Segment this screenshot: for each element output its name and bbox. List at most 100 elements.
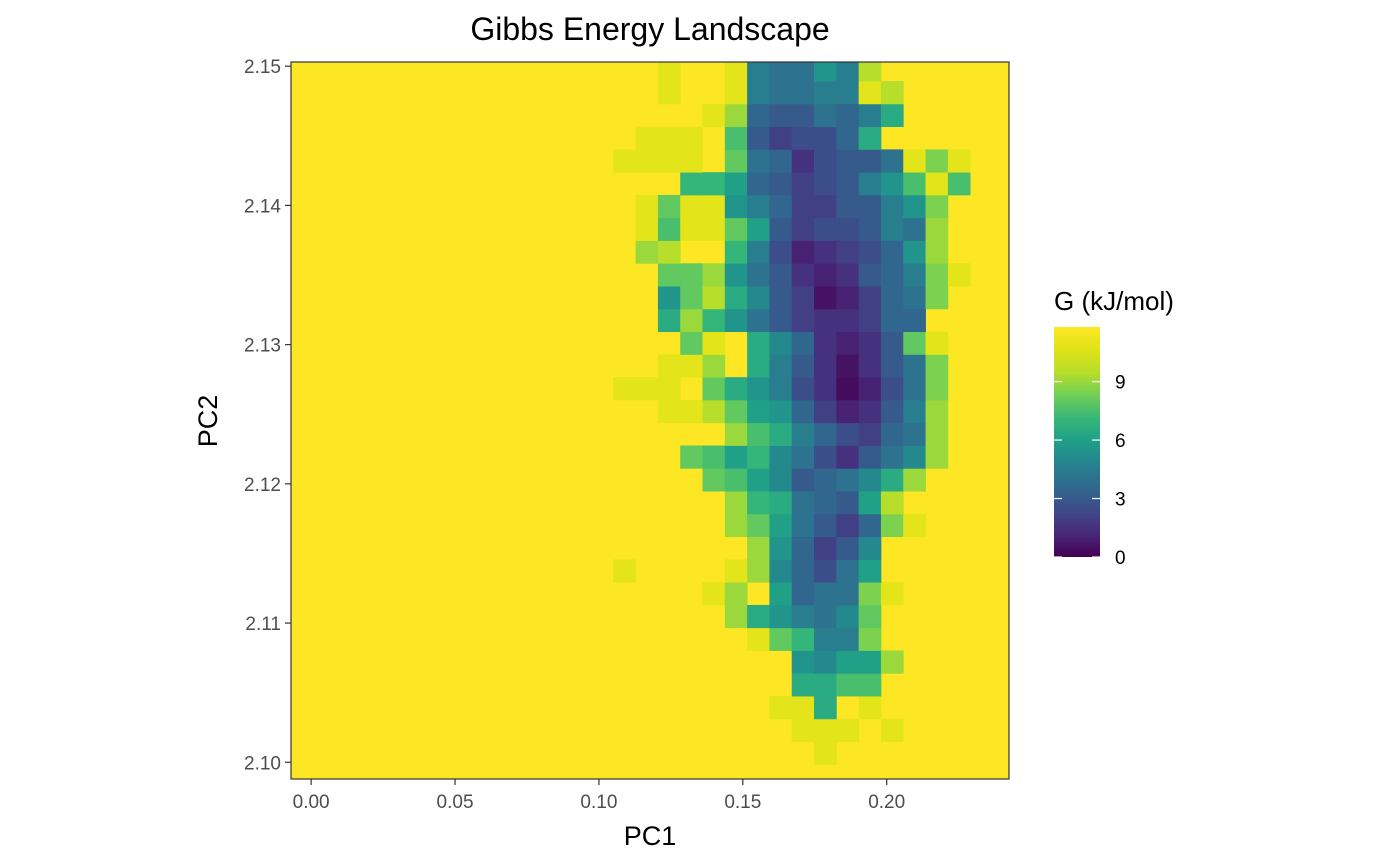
- heatmap-cell: [925, 286, 949, 310]
- heatmap-cell: [836, 286, 860, 310]
- heatmap-cell: [836, 240, 860, 264]
- heatmap-cell: [635, 240, 659, 264]
- heatmap-cell: [769, 149, 793, 173]
- heatmap-cell: [814, 194, 837, 219]
- heatmap-cell: [747, 468, 770, 492]
- heatmap-cell: [836, 559, 860, 583]
- heatmap-cell: [926, 0, 949, 13]
- heatmap-cell: [836, 513, 860, 538]
- heatmap-cell: [769, 331, 793, 355]
- heatmap-cell: [747, 604, 770, 629]
- heatmap-cell: [814, 673, 837, 697]
- heatmap-cell: [859, 13, 882, 36]
- heatmap-cell: [858, 331, 882, 355]
- heatmap-cell: [925, 172, 949, 196]
- heatmap-cell: [836, 650, 860, 674]
- heatmap-cell: [814, 377, 837, 401]
- heatmap-cell: [858, 513, 882, 538]
- heatmap-cell: [724, 308, 748, 333]
- heatmap-cell: [814, 286, 837, 310]
- heatmap-cell: [747, 240, 770, 264]
- heatmap-cell: [791, 331, 815, 355]
- heatmap-cell: [724, 240, 748, 264]
- heatmap-cell: [903, 263, 926, 287]
- heatmap-cell: [791, 582, 815, 606]
- heatmap-cell: [814, 468, 837, 492]
- heatmap-cell: [903, 399, 926, 424]
- heatmap-cell: [925, 354, 949, 378]
- heatmap-cell: [680, 399, 703, 424]
- heatmap-cell: [680, 308, 703, 333]
- heatmap-cell: [724, 604, 748, 629]
- heatmap-cell: [880, 650, 904, 674]
- heatmap-cell: [925, 445, 949, 469]
- heatmap-cell: [769, 491, 793, 515]
- heatmap-cell: [814, 217, 837, 241]
- heatmap-cell: [814, 62, 837, 82]
- heatmap-cell: [702, 377, 726, 401]
- heatmap-cell: [791, 627, 815, 651]
- heatmap-cell: [814, 103, 837, 128]
- heatmap-cell: [880, 194, 904, 219]
- heatmap-cell: [635, 149, 659, 173]
- heatmap-cell: [791, 673, 815, 697]
- heatmap-cell: [880, 377, 904, 401]
- heatmap-cell: [791, 194, 815, 219]
- heatmap-cell: [791, 650, 815, 674]
- chart-title: Gibbs Energy Landscape: [470, 11, 829, 47]
- heatmap-cell: [858, 422, 882, 446]
- heatmap-cell: [947, 149, 971, 173]
- heatmap-cell: [836, 217, 860, 241]
- heatmap-cell: [925, 240, 949, 264]
- heatmap-cell: [836, 377, 860, 401]
- y-axis: 2.10 2.11 2.12 2.13 2.14 2.15: [244, 57, 291, 774]
- heatmap-cell: [925, 377, 949, 401]
- heatmap-cell: [747, 172, 770, 196]
- y-tick-label: 2.14: [244, 196, 281, 217]
- legend-title: G (kJ/mol): [1054, 286, 1174, 316]
- heatmap-cell: [814, 149, 837, 173]
- heatmap-cell: [724, 172, 748, 196]
- heatmap-cell: [769, 399, 793, 424]
- heatmap-cell: [702, 445, 726, 469]
- heatmap-cell: [814, 491, 837, 515]
- y-tick-label: 2.13: [244, 336, 281, 357]
- x-tick-label: 0.00: [293, 792, 330, 813]
- heatmap-cell: [859, 36, 882, 59]
- heatmap-cell: [925, 263, 949, 287]
- heatmap-cell: [613, 559, 637, 583]
- heatmap-cell: [858, 81, 882, 105]
- heatmap-cell: [836, 718, 860, 743]
- heatmap-cell: [903, 172, 926, 196]
- heatmap-cell: [814, 650, 837, 674]
- heatmap-cell: [992, 0, 1015, 13]
- heatmap-cell: [791, 149, 815, 173]
- heatmap-cell: [769, 445, 793, 469]
- heatmap-cell: [925, 149, 949, 173]
- heatmap-cell: [791, 536, 815, 560]
- heatmap-cell: [724, 286, 748, 310]
- heatmap-cell: [814, 308, 837, 333]
- heatmap-cell: [680, 286, 703, 310]
- heatmap-cell: [724, 217, 748, 241]
- heatmap-cell: [903, 445, 926, 469]
- heatmap-cell: [836, 582, 860, 606]
- heatmap-cell: [858, 468, 882, 492]
- heatmap-cell: [880, 491, 904, 515]
- heatmap-cell: [858, 240, 882, 264]
- x-tick-label: 0.20: [868, 792, 905, 813]
- heatmap-cell: [769, 468, 793, 492]
- heatmap-cell: [724, 582, 748, 606]
- heatmap-cell: [680, 126, 703, 150]
- heatmap-cell: [814, 741, 837, 765]
- x-tick-label: 0.10: [580, 792, 617, 813]
- heatmap-cell: [791, 559, 815, 583]
- heatmap-cell: [769, 263, 793, 287]
- legend-ticks: 0 3 6 9: [1054, 373, 1126, 569]
- heatmap-cell: [836, 308, 860, 333]
- heatmap-cell: [747, 399, 770, 424]
- x-axis-label: PC1: [624, 821, 677, 851]
- legend-tick-label: 3: [1115, 490, 1126, 511]
- heatmap-cell: [747, 354, 770, 378]
